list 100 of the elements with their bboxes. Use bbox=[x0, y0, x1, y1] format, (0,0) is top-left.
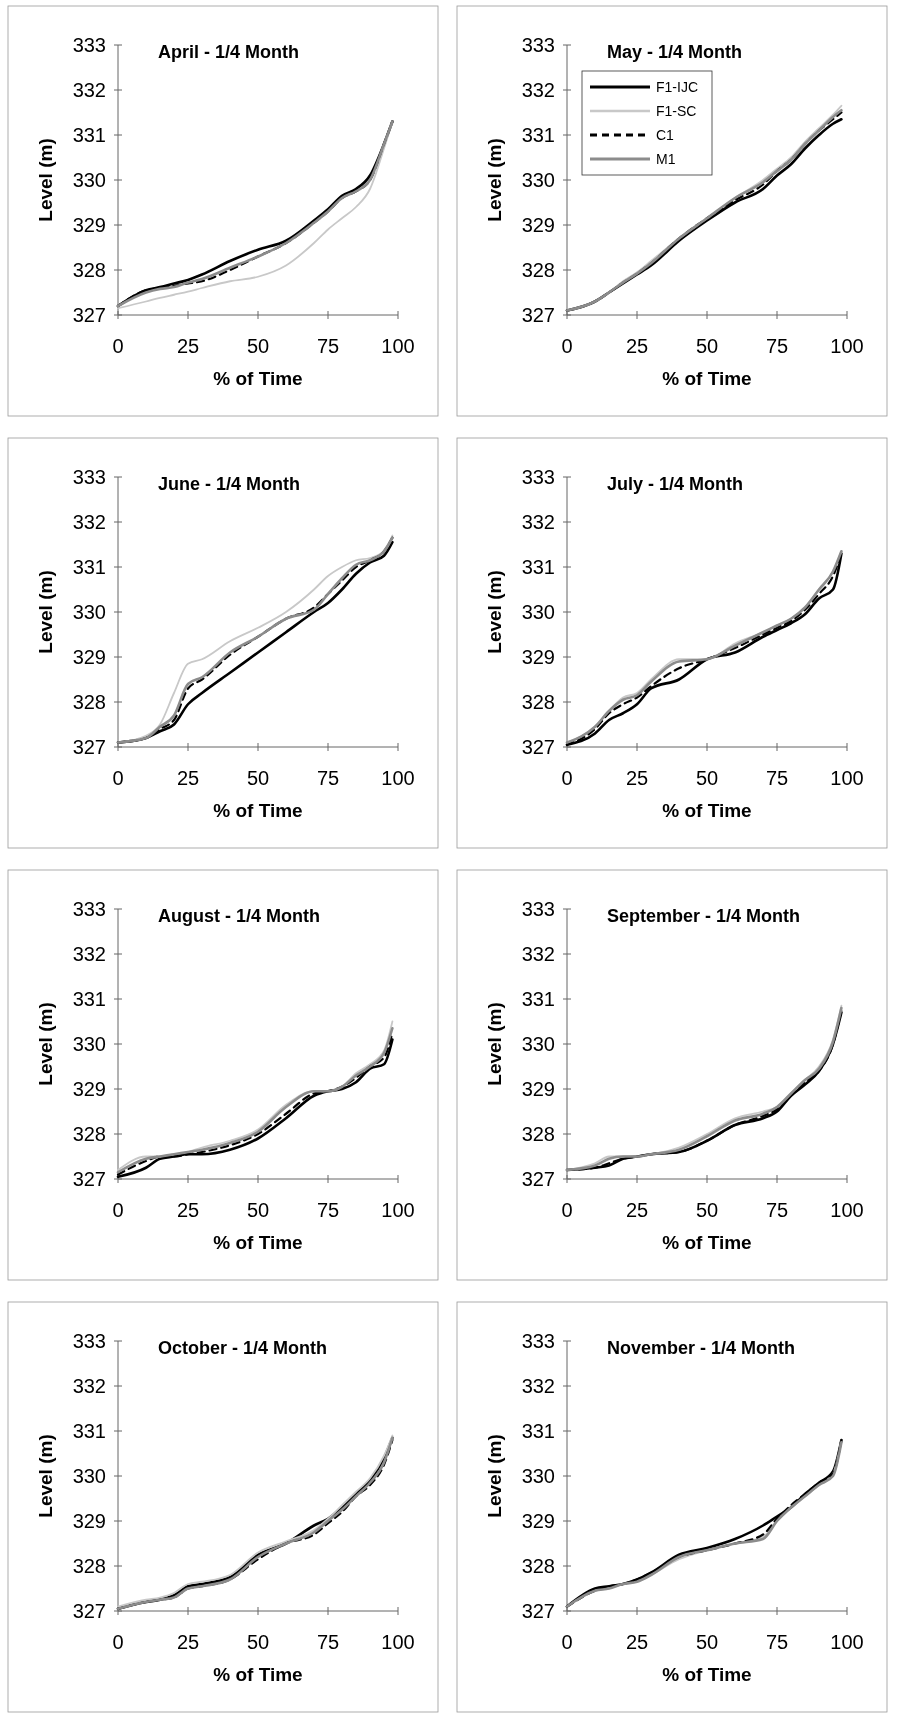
y-tick-label: 333 bbox=[521, 34, 555, 56]
y-tick-label: 328 bbox=[72, 1555, 106, 1577]
y-tick-label: 328 bbox=[521, 259, 555, 281]
y-tick-label: 330 bbox=[72, 1033, 106, 1055]
x-tick-label: 50 bbox=[246, 767, 270, 789]
x-tick-label: 75 bbox=[316, 767, 340, 789]
x-tick-label: 25 bbox=[625, 1199, 649, 1221]
y-tick-label: 332 bbox=[521, 943, 555, 965]
x-tick-label: 75 bbox=[316, 1631, 340, 1653]
x-tick-label: 25 bbox=[625, 335, 649, 357]
x-tick-label: 25 bbox=[176, 335, 200, 357]
x-axis-title: % of Time bbox=[662, 1664, 752, 1685]
x-tick-label: 50 bbox=[695, 335, 719, 357]
y-tick-label: 332 bbox=[72, 1375, 106, 1397]
x-tick-label: 50 bbox=[246, 1631, 270, 1653]
y-axis-title: Level (m) bbox=[35, 570, 56, 654]
x-tick-label: 25 bbox=[625, 767, 649, 789]
x-axis-title: % of Time bbox=[213, 800, 303, 821]
y-tick-label: 328 bbox=[521, 1555, 555, 1577]
y-tick-label: 332 bbox=[72, 511, 106, 533]
y-tick-label: 327 bbox=[72, 1600, 106, 1622]
x-axis-title: % of Time bbox=[662, 368, 752, 389]
y-tick-label: 329 bbox=[72, 214, 106, 236]
y-axis-title: Level (m) bbox=[484, 138, 505, 222]
legend-label: M1 bbox=[656, 151, 676, 167]
x-tick-label: 0 bbox=[561, 335, 573, 357]
x-axis-title: % of Time bbox=[213, 368, 303, 389]
y-axis-title: Level (m) bbox=[484, 570, 505, 654]
y-tick-label: 331 bbox=[521, 556, 555, 578]
x-tick-label: 0 bbox=[112, 1199, 124, 1221]
y-tick-label: 329 bbox=[72, 1078, 106, 1100]
y-tick-label: 327 bbox=[521, 1600, 555, 1622]
y-tick-label: 333 bbox=[72, 898, 106, 920]
chart-title: April - 1/4 Month bbox=[158, 42, 299, 62]
y-tick-label: 330 bbox=[72, 1465, 106, 1487]
x-tick-label: 25 bbox=[176, 767, 200, 789]
x-tick-label: 75 bbox=[316, 335, 340, 357]
y-tick-label: 327 bbox=[72, 1168, 106, 1190]
y-tick-label: 329 bbox=[521, 214, 555, 236]
y-tick-label: 329 bbox=[521, 1078, 555, 1100]
x-tick-label: 50 bbox=[246, 1199, 270, 1221]
y-tick-label: 333 bbox=[521, 466, 555, 488]
y-tick-label: 330 bbox=[521, 601, 555, 623]
y-tick-label: 328 bbox=[72, 1123, 106, 1145]
y-tick-label: 330 bbox=[72, 169, 106, 191]
chart-title: August - 1/4 Month bbox=[158, 906, 320, 926]
chart-title: September - 1/4 Month bbox=[607, 906, 801, 926]
x-tick-label: 25 bbox=[625, 1631, 649, 1653]
x-tick-label: 50 bbox=[695, 767, 719, 789]
y-tick-label: 330 bbox=[72, 601, 106, 623]
y-tick-label: 332 bbox=[521, 511, 555, 533]
y-tick-label: 329 bbox=[72, 646, 106, 668]
y-tick-label: 329 bbox=[72, 1510, 106, 1532]
y-axis-title: Level (m) bbox=[35, 1002, 56, 1086]
x-axis-title: % of Time bbox=[662, 1232, 752, 1253]
x-tick-label: 0 bbox=[561, 767, 573, 789]
x-axis-title: % of Time bbox=[662, 800, 752, 821]
y-tick-label: 328 bbox=[521, 1123, 555, 1145]
y-tick-label: 329 bbox=[521, 1510, 555, 1532]
y-tick-label: 327 bbox=[521, 1168, 555, 1190]
y-tick-label: 333 bbox=[72, 466, 106, 488]
x-tick-label: 0 bbox=[112, 767, 124, 789]
y-tick-label: 331 bbox=[521, 124, 555, 146]
chart-title: July - 1/4 Month bbox=[607, 474, 744, 494]
y-tick-label: 333 bbox=[72, 34, 106, 56]
x-tick-label: 75 bbox=[316, 1199, 340, 1221]
chart-title: May - 1/4 Month bbox=[607, 42, 743, 62]
y-tick-label: 333 bbox=[72, 1330, 106, 1352]
y-axis-title: Level (m) bbox=[484, 1434, 505, 1518]
y-tick-label: 331 bbox=[521, 1420, 555, 1442]
x-tick-label: 75 bbox=[765, 1199, 789, 1221]
x-tick-label: 25 bbox=[176, 1199, 200, 1221]
x-tick-label: 100 bbox=[381, 1631, 415, 1653]
y-tick-label: 327 bbox=[72, 736, 106, 758]
y-tick-label: 327 bbox=[521, 304, 555, 326]
y-tick-label: 330 bbox=[521, 1033, 555, 1055]
y-axis-title: Level (m) bbox=[35, 1434, 56, 1518]
x-tick-label: 100 bbox=[830, 1631, 864, 1653]
y-tick-label: 327 bbox=[72, 304, 106, 326]
x-tick-label: 0 bbox=[112, 1631, 124, 1653]
y-tick-label: 332 bbox=[521, 79, 555, 101]
legend-label: C1 bbox=[656, 127, 675, 143]
y-tick-label: 328 bbox=[72, 259, 106, 281]
y-tick-label: 332 bbox=[72, 943, 106, 965]
x-tick-label: 100 bbox=[830, 335, 864, 357]
y-tick-label: 332 bbox=[521, 1375, 555, 1397]
y-axis-title: Level (m) bbox=[484, 1002, 505, 1086]
x-tick-label: 50 bbox=[246, 335, 270, 357]
x-tick-label: 0 bbox=[112, 335, 124, 357]
x-tick-label: 100 bbox=[381, 1199, 415, 1221]
y-tick-label: 332 bbox=[72, 79, 106, 101]
y-tick-label: 331 bbox=[72, 1420, 106, 1442]
x-tick-label: 25 bbox=[176, 1631, 200, 1653]
y-tick-label: 331 bbox=[521, 988, 555, 1010]
y-tick-label: 331 bbox=[72, 556, 106, 578]
x-tick-label: 75 bbox=[765, 335, 789, 357]
x-tick-label: 0 bbox=[561, 1631, 573, 1653]
y-tick-label: 330 bbox=[521, 169, 555, 191]
y-tick-label: 330 bbox=[521, 1465, 555, 1487]
chart-title: June - 1/4 Month bbox=[158, 474, 301, 494]
